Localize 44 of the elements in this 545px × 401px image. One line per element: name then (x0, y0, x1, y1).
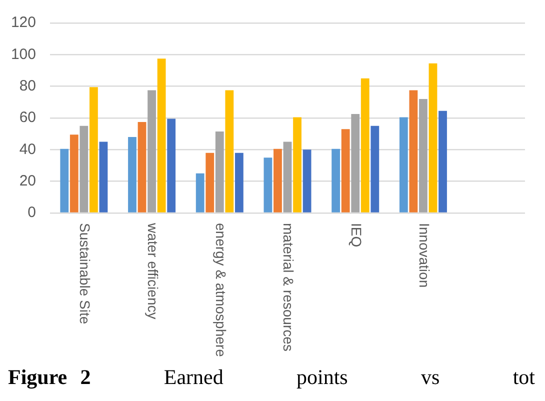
bar (370, 126, 380, 212)
text: Figure 2 Earned points vs tot (8, 365, 535, 389)
bar (167, 118, 176, 212)
bar (157, 58, 166, 212)
x-tick-label: Innovation (416, 223, 432, 288)
bar (302, 150, 312, 212)
y-tick-label: 100 (10, 46, 36, 63)
bar (90, 87, 98, 212)
x-tick-label: material & resources (280, 223, 297, 352)
bar (225, 90, 234, 212)
bar (360, 78, 370, 212)
bar (138, 122, 146, 212)
bar (293, 117, 302, 212)
y-tick-label: 20 (19, 172, 36, 190)
bar (341, 129, 350, 212)
y-tick-label: 80 (19, 77, 36, 94)
bar (264, 158, 272, 212)
y-tick-label: 0 (28, 204, 36, 222)
y-tick-label: 120 (10, 14, 36, 32)
bar (332, 148, 340, 212)
y-tick-label: 60 (19, 109, 36, 126)
bar (351, 114, 360, 212)
bar (234, 152, 244, 212)
bar (274, 148, 282, 212)
bar (148, 90, 156, 212)
bar (70, 134, 78, 212)
x-tick-label: Sustainable Site (77, 223, 94, 324)
bar (196, 173, 204, 212)
bar (99, 142, 108, 212)
bar (206, 152, 214, 212)
bar (128, 137, 136, 212)
x-tick-label: water efficiency (144, 222, 161, 320)
bar (283, 142, 292, 212)
bar (419, 99, 428, 212)
x-tick-label: energy & atmosphere (212, 223, 229, 358)
bar (438, 110, 447, 212)
x-tick-label: IEQ (348, 223, 364, 248)
bar (215, 131, 224, 212)
bar (399, 117, 408, 212)
bar (428, 63, 438, 212)
y-tick-label: 40 (19, 140, 36, 158)
bar (60, 148, 69, 212)
bar (80, 126, 88, 212)
bar (409, 90, 418, 212)
